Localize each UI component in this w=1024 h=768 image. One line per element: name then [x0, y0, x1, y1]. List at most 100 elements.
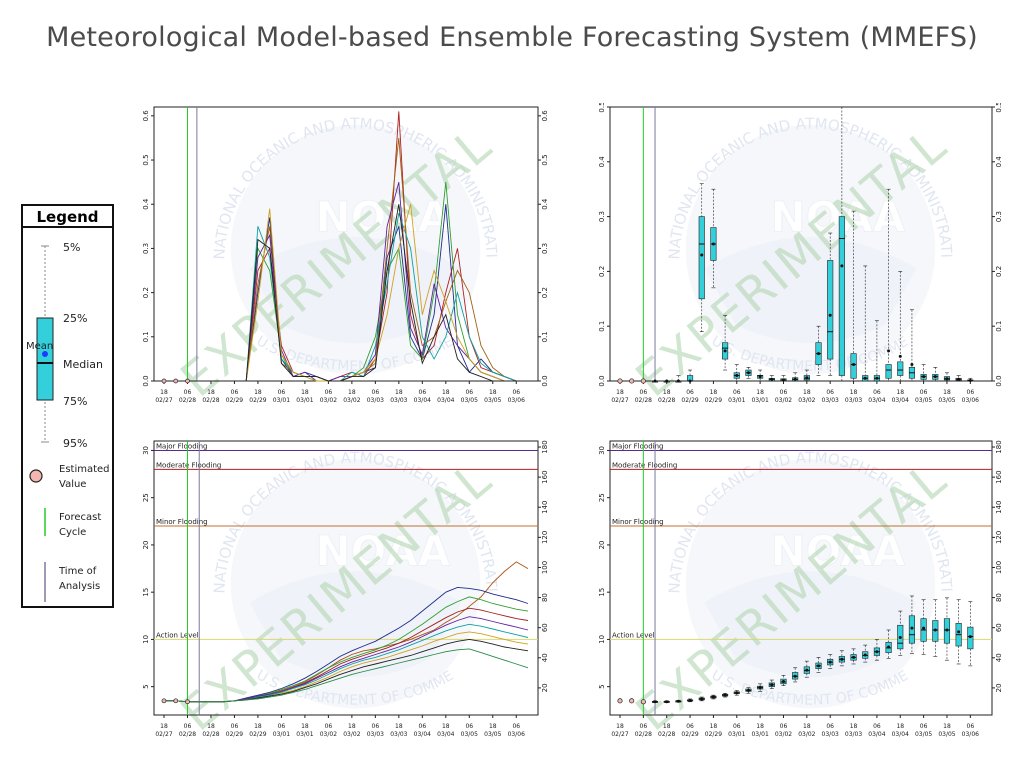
box-mean: [875, 650, 879, 654]
x-tick-hour: 06: [826, 389, 834, 396]
x-tick-date: 03/02: [343, 397, 360, 404]
y-tick-label-left: 0.1: [598, 321, 606, 332]
plot-frame: [609, 440, 993, 716]
box-mean: [665, 379, 669, 383]
x-tick-hour: 18: [756, 389, 764, 396]
x-tick-date: 03/05: [938, 397, 955, 404]
x-tick-hour: 06: [372, 389, 380, 396]
y-tick-label-right: 0.1: [541, 331, 549, 342]
x-tick-date: 02/28: [202, 731, 219, 738]
legend-graphic: 5% 25% Mean Median 75% 95% Estimated Val…: [26, 241, 110, 602]
threshold-label: Minor Flooding: [156, 518, 208, 526]
x-tick-hour: 06: [920, 389, 928, 396]
x-tick-hour: 06: [780, 389, 788, 396]
x-tick-hour: 06: [826, 723, 834, 730]
box-mean: [817, 664, 821, 668]
x-tick-date: 03/03: [390, 731, 407, 738]
y-tick-label-left: 20: [142, 540, 150, 549]
x-tick-date: 03/06: [508, 731, 525, 738]
y-tick-label-left: 0.2: [142, 287, 150, 298]
x-tick-hour: 06: [372, 723, 380, 730]
threshold-label: Major Flooding: [156, 442, 207, 450]
box-mean: [968, 378, 972, 382]
estimated-value-marker: [617, 698, 623, 704]
legend-title: Legend: [23, 206, 112, 228]
legend-mean-label: Mean: [26, 341, 53, 352]
box-mean: [676, 379, 680, 383]
x-tick-date: 02/29: [226, 731, 243, 738]
y-tick-label-right: 0.3: [995, 211, 1003, 222]
x-tick-hour: 06: [686, 389, 694, 396]
x-tick-hour: 18: [896, 723, 904, 730]
x-tick-hour: 18: [348, 723, 356, 730]
box-mean: [688, 379, 692, 383]
x-tick-hour: 18: [348, 389, 356, 396]
x-tick-date: 02/28: [635, 397, 652, 404]
y-tick-label-right: 0.4: [541, 198, 549, 210]
x-tick-hour: 18: [616, 389, 624, 396]
box-mean: [898, 636, 902, 640]
y-tick-label-right: 0.2: [541, 287, 549, 298]
box-mean: [805, 668, 809, 672]
x-tick-date: 03/03: [390, 397, 407, 404]
y-tick-label-right: 20: [995, 683, 1003, 692]
x-tick-hour: 18: [160, 389, 168, 396]
x-tick-date: 02/27: [611, 731, 628, 738]
box-mean: [676, 699, 680, 703]
box-mean: [758, 375, 762, 379]
x-tick-date: 03/01: [728, 731, 745, 738]
legend-p25-label: 25%: [63, 312, 87, 325]
y-tick-label-left: 0.3: [142, 243, 150, 254]
y-tick-label-left: 0.2: [598, 266, 606, 277]
box-mean: [770, 683, 774, 687]
legend-median-label: Median: [63, 358, 103, 371]
x-tick-hour: 06: [733, 723, 741, 730]
x-tick-hour: 18: [301, 389, 309, 396]
x-tick-date: 03/06: [962, 397, 979, 404]
y-tick-label-left: 30: [142, 446, 150, 455]
y-tick-label-left: 0.1: [142, 331, 150, 342]
box-mean: [910, 363, 914, 367]
y-tick-label-left: 30: [598, 446, 606, 455]
box-mean: [700, 697, 704, 701]
x-tick-date: 02/27: [155, 731, 172, 738]
box-mean: [957, 377, 961, 381]
estimated-value-marker: [161, 698, 167, 704]
y-tick-label-right: 60: [541, 623, 549, 632]
x-tick-date: 03/02: [343, 731, 360, 738]
box-mean: [828, 313, 832, 317]
x-tick-date: 02/29: [681, 731, 698, 738]
box-mean: [933, 628, 937, 632]
y-tick-label-right: 40: [995, 653, 1003, 662]
box-mean: [898, 354, 902, 358]
box-mean: [793, 377, 797, 381]
box-mean: [723, 349, 727, 353]
box-mean: [653, 700, 657, 704]
y-tick-label-left: 0.5: [142, 154, 150, 165]
x-tick-hour: 18: [850, 723, 858, 730]
box-mean: [828, 660, 832, 664]
box-mean: [852, 655, 856, 659]
noaa-logo-text: NOAA: [316, 193, 451, 242]
estimated-value-marker: [629, 378, 635, 384]
x-tick-hour: 18: [160, 723, 168, 730]
y-tick-label-right: 40: [541, 653, 549, 662]
x-tick-hour: 06: [873, 389, 881, 396]
box-mean: [910, 626, 914, 630]
x-tick-date: 03/02: [798, 397, 815, 404]
y-tick-label-left: 0.6: [142, 110, 150, 122]
estimated-value-marker: [617, 378, 623, 384]
x-tick-date: 02/29: [249, 397, 266, 404]
legend-p95-label: 95%: [63, 437, 87, 450]
box-mean: [746, 371, 750, 375]
box-mean: [840, 264, 844, 268]
x-tick-date: 03/04: [414, 731, 431, 738]
x-tick-hour: 18: [442, 723, 450, 730]
x-tick-date: 03/02: [775, 397, 792, 404]
threshold-label: Action Level: [156, 631, 199, 639]
legend-p75-label: 75%: [63, 395, 87, 408]
estimated-value-marker: [629, 698, 635, 704]
estimated-value-marker: [640, 378, 646, 384]
legend-forecast-label-2: Cycle: [59, 527, 86, 538]
y-tick-label-right: 0.0: [995, 375, 1003, 386]
